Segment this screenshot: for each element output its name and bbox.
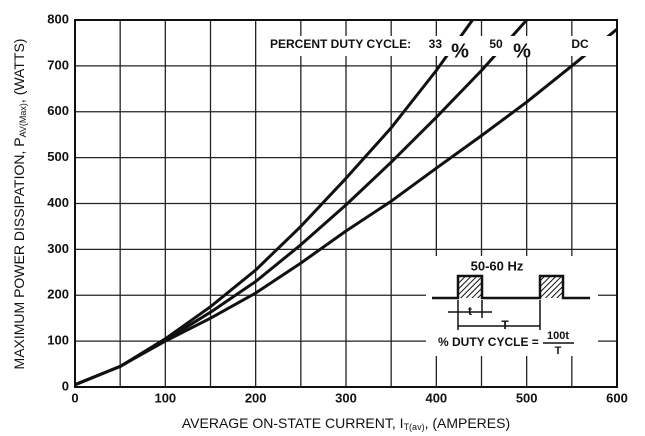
legend-title: PERCENT DUTY CYCLE:	[270, 37, 411, 51]
y-tick-label: 200	[47, 287, 69, 302]
x-axis-label-main: AVERAGE ON-STATE CURRENT, I	[182, 415, 404, 431]
series-label: 33	[429, 37, 443, 51]
y-axis-label-sub: AV(Max)	[18, 103, 28, 137]
y-tick-label: 0	[62, 378, 69, 393]
y-axis-label: MAXIMUM POWER DISSIPATION, PAV(Max), (WA…	[11, 39, 29, 370]
x-axis-label-sub: T(av)	[404, 422, 425, 432]
plot-frame	[74, 19, 618, 388]
y-tick-label: 400	[47, 195, 69, 210]
x-tick-label: 500	[516, 390, 538, 405]
y-tick-label: 700	[47, 57, 69, 72]
series-label: DC	[571, 37, 589, 51]
y-axis-label-tail: , (WATTS)	[11, 39, 27, 104]
inset-background	[426, 256, 598, 356]
pulse-hatch	[458, 276, 482, 298]
y-tick-label: 500	[47, 149, 69, 164]
inset-numerator: 100t	[547, 330, 569, 342]
x-tick-label: 300	[335, 390, 357, 405]
x-tick-label: 400	[425, 390, 447, 405]
x-tick-label: 600	[606, 390, 628, 405]
inset-denominator: T	[555, 345, 562, 357]
series-line	[74, 28, 618, 387]
y-tick-label: 300	[47, 241, 69, 256]
x-tick-label: 100	[154, 390, 176, 405]
x-axis-label-tail: , (AMPERES)	[425, 415, 511, 431]
y-tick-label: 600	[47, 103, 69, 118]
series-label: 50	[489, 37, 503, 51]
x-tick-label: 200	[245, 390, 267, 405]
inset-formula: % DUTY CYCLE =	[438, 335, 539, 349]
x-axis-label: AVERAGE ON-STATE CURRENT, IT(av), (AMPER…	[182, 415, 510, 433]
percent-sign: %	[451, 40, 469, 62]
y-tick-label: 100	[47, 333, 69, 348]
inset-T: T	[501, 318, 509, 332]
y-axis-label-main: MAXIMUM POWER DISSIPATION, P	[11, 137, 27, 369]
curves	[74, 18, 618, 387]
inset-frequency: 50-60 Hz	[471, 258, 524, 273]
legend-background	[266, 36, 616, 56]
y-tick-label: 800	[47, 11, 69, 26]
x-tick-label: 0	[71, 390, 78, 405]
pulse-hatch	[540, 276, 563, 298]
inset-t: t	[468, 304, 472, 318]
percent-sign: %	[513, 40, 531, 62]
